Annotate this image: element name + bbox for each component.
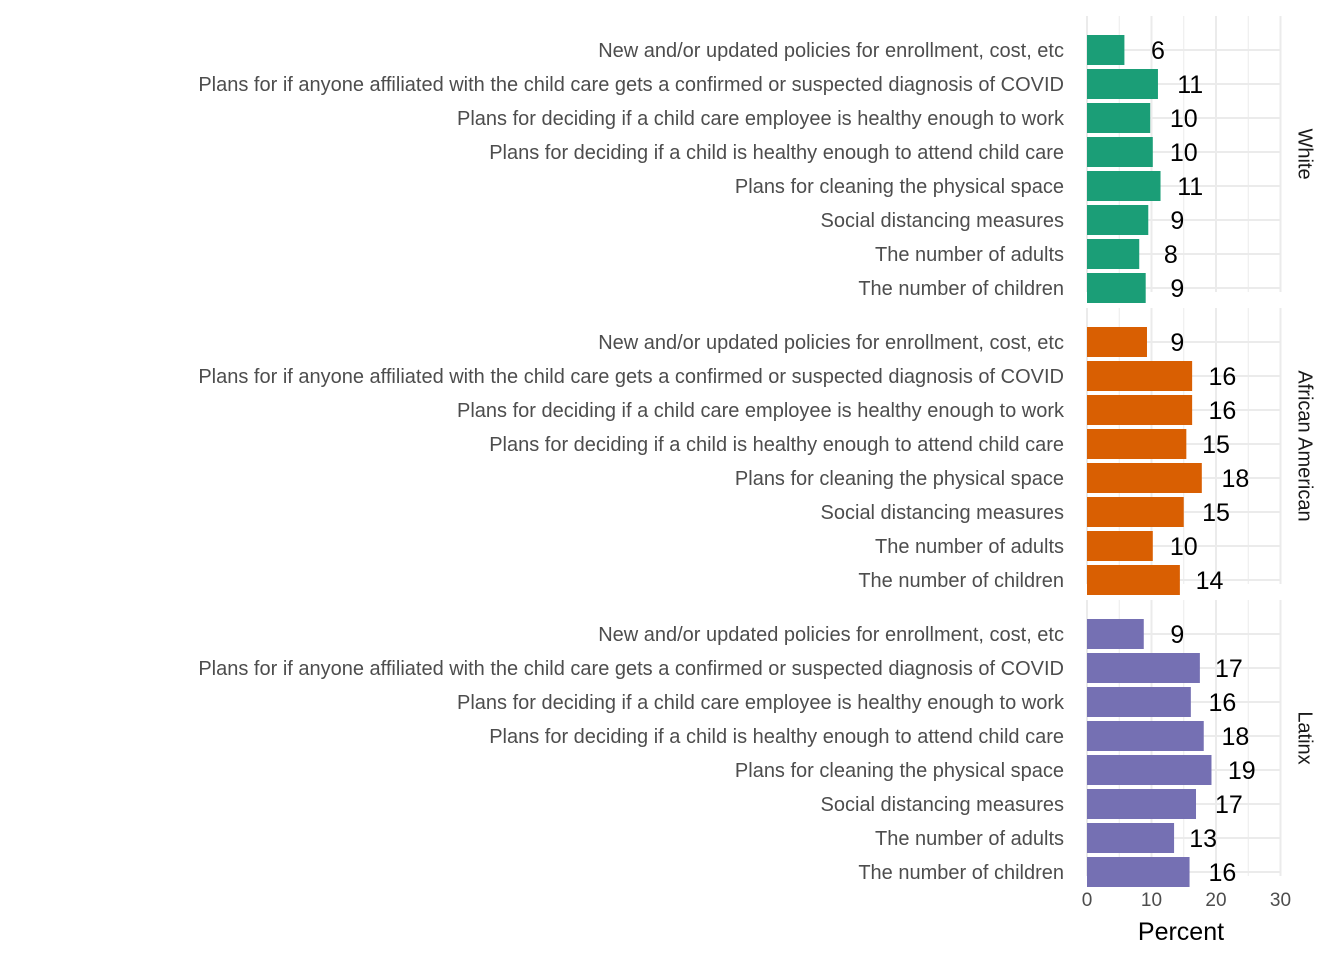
value-label: 14 [1196,567,1224,595]
bar [1087,103,1151,133]
category-label: Plans for deciding if a child is healthy… [489,434,1064,456]
value-label: 11 [1177,71,1203,99]
x-tick-label: 10 [1141,890,1162,911]
bar [1087,327,1147,357]
bar [1087,497,1184,527]
category-label: New and/or updated policies for enrollme… [598,332,1064,354]
x-tick-label: 0 [1082,890,1093,911]
value-label: 8 [1164,241,1178,269]
value-label: 10 [1170,139,1198,167]
value-label: 9 [1170,621,1184,649]
value-label: 17 [1215,791,1243,819]
bar [1087,137,1153,167]
category-labels: New and/or updated policies for enrollme… [198,40,1065,884]
value-label: 17 [1215,655,1243,683]
bar [1087,653,1200,683]
x-tick-label: 30 [1270,890,1291,911]
facet-strip-label: Latinx [1294,711,1316,764]
category-label: Plans for cleaning the physical space [735,760,1064,782]
value-label: 18 [1221,465,1249,493]
value-label: 16 [1209,363,1237,391]
bar [1087,619,1144,649]
category-label: Social distancing measures [821,210,1064,232]
value-label: 19 [1228,757,1256,785]
category-label: Plans for deciding if a child care emplo… [457,108,1065,130]
bar [1087,857,1190,887]
bar [1087,565,1180,595]
category-label: Plans for deciding if a child care emplo… [457,692,1065,714]
category-label: The number of children [858,862,1064,884]
value-label: 6 [1151,37,1165,65]
bar [1087,273,1146,303]
bar [1087,205,1149,235]
bar [1087,687,1191,717]
bar [1087,789,1197,819]
category-label: The number of adults [875,536,1064,558]
value-label: 15 [1202,499,1230,527]
value-label: 18 [1221,723,1249,751]
facet-strip-labels: White African American Latinx [1294,128,1316,764]
category-label: The number of adults [875,828,1064,850]
category-label: Plans for deciding if a child is healthy… [489,726,1064,748]
category-label: Social distancing measures [821,794,1064,816]
value-label: 9 [1170,329,1184,357]
bar [1087,531,1153,561]
category-label: Plans for cleaning the physical space [735,176,1064,198]
category-label: The number of children [858,570,1064,592]
x-axis-ticks: 0 10 20 30 [1082,890,1291,911]
value-label: 15 [1202,431,1230,459]
value-label: 10 [1170,533,1198,561]
value-label: 13 [1189,825,1217,853]
bar [1087,69,1158,99]
bar [1087,721,1204,751]
bar [1087,755,1212,785]
x-axis-title: Percent [1138,918,1224,946]
category-label: Plans for if anyone affiliated with the … [198,366,1064,388]
category-label: Plans for deciding if a child is healthy… [489,142,1064,164]
bar [1087,35,1125,65]
category-label: New and/or updated policies for enrollme… [598,624,1064,646]
value-labels: 6111010119899161615181510149171618191713… [1151,37,1256,887]
bar [1087,463,1202,493]
value-label: 9 [1170,207,1184,235]
category-label: Plans for if anyone affiliated with the … [198,658,1064,680]
bar [1087,395,1193,425]
value-label: 16 [1209,397,1237,425]
category-label: Plans for deciding if a child care emplo… [457,400,1065,422]
value-label: 16 [1209,859,1237,887]
bar [1087,429,1187,459]
value-label: 11 [1177,173,1203,201]
facet-strip-label: African American [1294,370,1316,521]
value-label: 10 [1170,105,1198,133]
bar [1087,823,1175,853]
category-label: Plans for if anyone affiliated with the … [198,74,1064,96]
category-label: The number of adults [875,244,1064,266]
bar [1087,361,1193,391]
facet-strip-label: White [1294,128,1316,179]
bars [1087,35,1212,887]
category-label: The number of children [858,278,1064,300]
value-label: 9 [1170,275,1184,303]
bar [1087,239,1140,269]
category-label: New and/or updated policies for enrollme… [598,40,1064,62]
category-label: Social distancing measures [821,502,1064,524]
x-tick-label: 20 [1205,890,1226,911]
category-label: Plans for cleaning the physical space [735,468,1064,490]
value-label: 16 [1209,689,1237,717]
bar [1087,171,1161,201]
